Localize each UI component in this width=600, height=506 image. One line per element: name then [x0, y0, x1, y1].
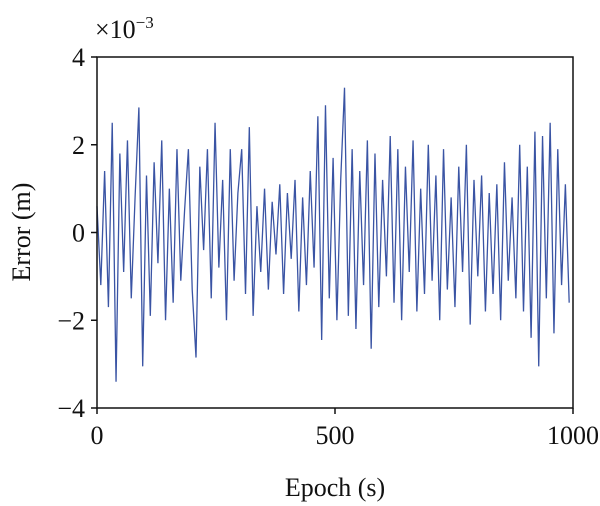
- y-tick-label: 0: [72, 219, 85, 248]
- y-scale-base: ×10: [95, 15, 136, 44]
- y-tick-label: 2: [72, 131, 85, 160]
- x-tick-label: 0: [91, 421, 104, 450]
- y-tick-label: −2: [57, 306, 85, 335]
- x-tick-label: 1000: [547, 421, 599, 450]
- y-tick-label: −4: [57, 394, 85, 423]
- y-scale: ×10−3: [95, 13, 154, 44]
- y-scale-exponent: −3: [136, 13, 154, 32]
- x-axis-label: Epoch (s): [285, 473, 385, 502]
- x-tick-label: 500: [316, 421, 355, 450]
- data-line: [96, 87, 570, 382]
- plot-frame: [96, 56, 574, 409]
- y-axis-label: Error (m): [7, 183, 36, 282]
- y-tick-label: 4: [72, 43, 85, 72]
